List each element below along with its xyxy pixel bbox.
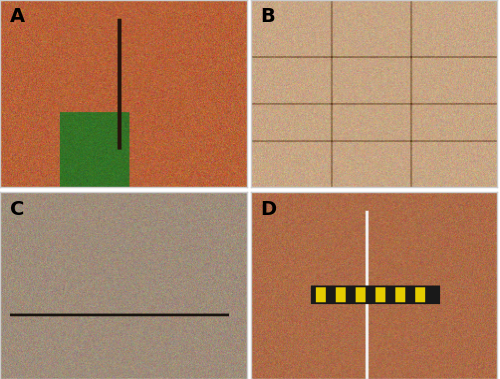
Text: C: C (10, 200, 24, 219)
Text: D: D (260, 200, 276, 219)
Text: A: A (10, 8, 25, 27)
Text: B: B (260, 8, 275, 27)
